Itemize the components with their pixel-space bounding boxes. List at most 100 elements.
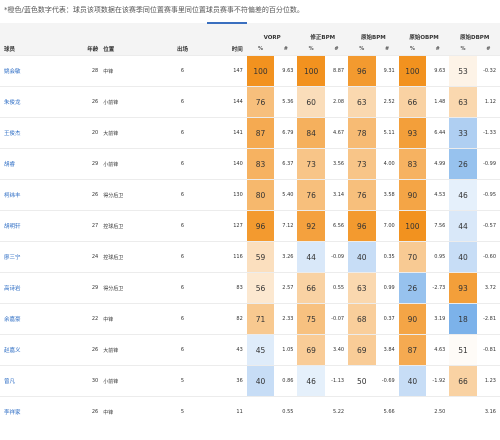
bpm-percentile-cell: 73 bbox=[297, 148, 325, 180]
dbpm-percentile-cell: 90 bbox=[398, 179, 427, 211]
player-name-link[interactable]: 柯纬丰 bbox=[4, 193, 21, 199]
col-header-dbpm[interactable]: 原始OBPM bbox=[398, 23, 450, 43]
age-cell: 26 bbox=[91, 192, 99, 198]
bpm-percentile-cell: 46 bbox=[297, 365, 325, 397]
col-header-obpm[interactable]: 原始BPM bbox=[348, 23, 399, 43]
raw-dbpm-percentile-cell bbox=[449, 397, 476, 428]
col-header-raw-dbpm[interactable]: 原始DBPM bbox=[449, 23, 500, 43]
subheader-pct: % bbox=[398, 43, 427, 56]
col-header-vorp[interactable]: VORP bbox=[246, 23, 298, 43]
col-header-player[interactable]: 球员 bbox=[0, 23, 70, 56]
raw-dbpm-percentile-cell: 53 bbox=[449, 55, 477, 87]
bpm-percentile-cell bbox=[297, 397, 324, 428]
position-cell: 控球后卫 bbox=[103, 223, 124, 230]
games-cell: 6 bbox=[180, 130, 185, 136]
dbpm-value-cell: 4.53 bbox=[434, 192, 446, 198]
vorp-percentile-cell: 45 bbox=[246, 334, 275, 366]
obpm-percentile-cell: 63 bbox=[348, 86, 376, 118]
bpm-value-cell: 0.55 bbox=[332, 285, 345, 291]
raw-dbpm-percentile-cell: 44 bbox=[449, 210, 477, 242]
bpm-value-cell: 3.40 bbox=[332, 347, 345, 353]
player-name-link[interactable]: 曾凡 bbox=[4, 379, 16, 385]
bpm-value-cell: -0.07 bbox=[331, 316, 345, 322]
raw-dbpm-value-cell: -0.60 bbox=[483, 254, 496, 260]
vorp-value-cell: 2.33 bbox=[282, 316, 294, 322]
obpm-percentile-cell: 40 bbox=[348, 241, 376, 273]
raw-dbpm-value-cell: -0.81 bbox=[483, 347, 496, 353]
raw-dbpm-value-cell: -0.32 bbox=[483, 68, 496, 74]
table-row: 曾凡 30 小前锋 5 36 40 0.86 46 -1.13 50 -0.69 40 -1.92 66 1… bbox=[0, 365, 500, 397]
age-cell: 26 bbox=[91, 409, 99, 416]
player-name-link[interactable]: 朱俊龙 bbox=[4, 100, 21, 106]
obpm-percentile-cell: 78 bbox=[348, 117, 376, 149]
obpm-percentile-cell: 50 bbox=[348, 365, 376, 397]
obpm-percentile-cell: 68 bbox=[348, 303, 376, 335]
bpm-percentile-cell: 92 bbox=[297, 210, 325, 242]
dbpm-value-cell: 1.48 bbox=[434, 99, 446, 105]
minutes-cell: 36 bbox=[236, 378, 243, 384]
col-header-age[interactable]: 年龄 bbox=[69, 23, 102, 56]
subheader-num: # bbox=[324, 43, 349, 56]
col-header-minutes[interactable]: 时间 bbox=[206, 22, 247, 56]
player-name-link[interactable]: 李祥家 bbox=[4, 410, 21, 417]
player-name-link[interactable]: 胡睿 bbox=[4, 162, 16, 168]
player-name-link[interactable]: 廖三宁 bbox=[4, 255, 21, 261]
table-row: 朱俊龙 26 小前锋 6 144 76 5.36 60 2.08 63 2.52 66 1.48 63 1.… bbox=[0, 86, 500, 118]
position-cell: 小前锋 bbox=[103, 99, 119, 106]
dbpm-value-cell: 3.19 bbox=[434, 316, 446, 322]
table-row: 胡睿 29 小前锋 6 140 83 6.37 73 3.56 73 4.00 83 4.99 26 -0.… bbox=[0, 148, 500, 180]
dbpm-percentile-cell: 26 bbox=[398, 272, 427, 304]
table-row: 柯纬丰 26 得分后卫 6 130 80 5.40 76 3.14 76 3.58 90 4.53 46-… bbox=[0, 179, 500, 211]
raw-dbpm-value-cell: -0.57 bbox=[483, 223, 496, 229]
subheader-pct: % bbox=[297, 43, 325, 56]
age-cell: 27 bbox=[91, 223, 99, 229]
position-cell: 得分后卫 bbox=[103, 192, 124, 199]
dbpm-percentile-cell: 90 bbox=[398, 303, 427, 335]
table-row: 廖三宁 24 控球后卫 6 116 59 3.26 44 -0.09 40 0.35 70 0.95 40… bbox=[0, 241, 500, 273]
raw-dbpm-value-cell: 3.72 bbox=[484, 285, 496, 291]
position-cell: 中锋 bbox=[103, 409, 114, 416]
dbpm-percentile-cell: 100 bbox=[398, 210, 427, 242]
games-cell: 6 bbox=[180, 161, 185, 167]
vorp-value-cell: 3.26 bbox=[282, 254, 294, 260]
vorp-percentile-cell: 71 bbox=[246, 303, 275, 335]
player-name-link[interactable]: 赵嘉义 bbox=[4, 348, 21, 354]
col-header-position[interactable]: 位置 bbox=[101, 23, 159, 56]
player-name-link[interactable]: 王俊杰 bbox=[4, 131, 21, 137]
player-name-link[interactable]: 余嘉豪 bbox=[4, 317, 21, 323]
bpm-value-cell: 3.56 bbox=[332, 161, 345, 167]
games-cell: 6 bbox=[180, 285, 185, 291]
col-header-bpm[interactable]: 修正BPM bbox=[297, 23, 349, 43]
bpm-value-cell: -0.09 bbox=[331, 254, 345, 260]
raw-dbpm-percentile-cell: 93 bbox=[449, 272, 477, 304]
bpm-value-cell: -1.13 bbox=[331, 378, 345, 384]
bpm-percentile-cell: 76 bbox=[297, 179, 325, 211]
position-cell: 得分后卫 bbox=[103, 285, 124, 292]
obpm-percentile-cell: 96 bbox=[348, 55, 376, 87]
obpm-percentile-cell: 69 bbox=[348, 334, 376, 366]
raw-dbpm-percentile-cell: 26 bbox=[449, 148, 477, 180]
player-name-link[interactable]: 高诗岩 bbox=[4, 286, 21, 292]
raw-dbpm-value-cell: -0.95 bbox=[483, 192, 496, 198]
col-header-games[interactable]: 出场 bbox=[158, 23, 207, 56]
age-cell: 30 bbox=[91, 378, 99, 384]
vorp-value-cell: 7.12 bbox=[282, 223, 294, 229]
minutes-cell: 130 bbox=[233, 192, 243, 198]
vorp-value-cell: 5.40 bbox=[282, 192, 294, 198]
player-name-link[interactable]: 胡明轩 bbox=[4, 224, 21, 230]
vorp-percentile-cell: 100 bbox=[246, 55, 275, 87]
position-cell: 大前锋 bbox=[103, 347, 119, 354]
player-name-link[interactable]: 姚会敏 bbox=[4, 69, 21, 75]
table-body: 姚会敏 28 中锋 6 147 100 9.63 100 8.87 96 9.31 100 9.63 53… bbox=[0, 55, 500, 428]
dbpm-percentile-cell: 93 bbox=[398, 117, 427, 149]
table-row: 余嘉豪 22 中锋 6 82 71 2.33 75 -0.07 68 0.37 90 3.19 18 -2.… bbox=[0, 303, 500, 335]
vorp-percentile-cell: 96 bbox=[246, 210, 275, 242]
position-cell: 大前锋 bbox=[103, 130, 119, 137]
bpm-value-cell: 8.87 bbox=[332, 68, 345, 74]
table-row: 王俊杰 20 大前锋 6 141 87 6.79 84 4.67 78 5.11 93 6.44 33 -1… bbox=[0, 117, 500, 149]
table-row: 李祥家 26 中锋 5 11 0.55 5.22 5.66 2.50 3.16 bbox=[0, 396, 500, 428]
obpm-percentile-cell bbox=[348, 397, 375, 428]
raw-dbpm-percentile-cell: 33 bbox=[449, 117, 477, 149]
raw-dbpm-value-cell: 1.23 bbox=[484, 378, 496, 384]
vorp-value-cell: 2.57 bbox=[282, 285, 294, 291]
